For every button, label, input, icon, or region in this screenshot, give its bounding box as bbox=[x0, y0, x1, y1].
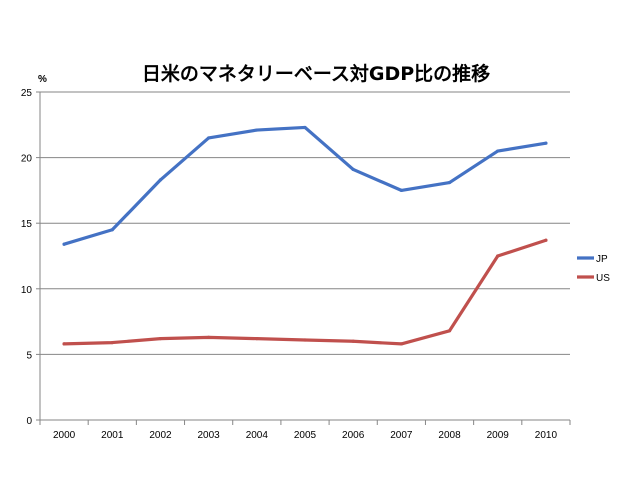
x-tick-label-2010: 2010 bbox=[535, 430, 558, 441]
x-tick-label-2005: 2005 bbox=[294, 430, 317, 441]
data-point-us-2008 bbox=[447, 329, 452, 333]
data-point-jp-2003 bbox=[207, 136, 211, 140]
data-point-jp-2004 bbox=[255, 128, 259, 132]
data-point-jp-2007 bbox=[399, 188, 403, 192]
x-tick-label-2003: 2003 bbox=[198, 430, 221, 441]
data-point-jp-2010 bbox=[544, 141, 548, 145]
data-point-jp-2000 bbox=[62, 242, 66, 246]
x-tick-label-2009: 2009 bbox=[487, 430, 510, 441]
axes bbox=[36, 91, 571, 425]
data-point-us-2001 bbox=[110, 340, 114, 345]
series-lines bbox=[62, 125, 548, 346]
data-point-us-2004 bbox=[255, 337, 259, 341]
x-tick-labels: 2000 2001 2002 2003 2004 2005 2006 2007 2008 2009… bbox=[53, 430, 558, 441]
data-point-jp-2001 bbox=[110, 228, 114, 232]
y-tick-label: 0 bbox=[26, 416, 32, 427]
gridlines bbox=[40, 91, 570, 355]
series-line-us bbox=[62, 238, 548, 346]
data-point-jp-2008 bbox=[447, 180, 452, 185]
legend-label-jp: JP bbox=[596, 254, 608, 265]
data-point-us-2005 bbox=[303, 338, 307, 342]
x-tick-label-2001: 2001 bbox=[101, 430, 124, 441]
x-tick-label-2007: 2007 bbox=[390, 430, 413, 441]
chart-title: 日米のマネタリーベース対GDP比の推移 bbox=[142, 62, 490, 85]
x-tick-label-2006: 2006 bbox=[342, 430, 365, 441]
y-axis-unit-label: % bbox=[38, 74, 47, 85]
data-point-us-2000 bbox=[62, 342, 66, 346]
y-tick-label: 20 bbox=[21, 154, 33, 165]
data-point-jp-2009 bbox=[496, 149, 500, 153]
data-point-us-2010 bbox=[544, 238, 548, 242]
y-tick-label: 25 bbox=[21, 88, 33, 99]
legend-label-us: US bbox=[596, 273, 610, 284]
y-tick-label: 5 bbox=[26, 350, 32, 361]
data-point-us-2006 bbox=[351, 339, 355, 343]
data-point-us-2002 bbox=[158, 337, 163, 341]
legend: JP US bbox=[577, 254, 610, 284]
data-point-us-2003 bbox=[207, 335, 211, 339]
x-tick-label-2008: 2008 bbox=[438, 430, 461, 441]
x-tick-label-2000: 2000 bbox=[53, 430, 76, 441]
data-point-jp-2002 bbox=[158, 178, 163, 182]
y-tick-labels: 0 5 10 15 20 25 bbox=[21, 88, 33, 427]
data-point-us-2009 bbox=[496, 254, 500, 258]
y-tick-label: 15 bbox=[21, 219, 33, 230]
data-point-jp-2006 bbox=[351, 167, 355, 172]
x-tick-label-2002: 2002 bbox=[149, 430, 172, 441]
series-line-jp bbox=[62, 125, 548, 246]
y-tick-label: 10 bbox=[21, 285, 33, 296]
data-point-us-2007 bbox=[399, 342, 403, 346]
data-point-jp-2005 bbox=[303, 125, 307, 130]
x-tick-label-2004: 2004 bbox=[246, 430, 269, 441]
